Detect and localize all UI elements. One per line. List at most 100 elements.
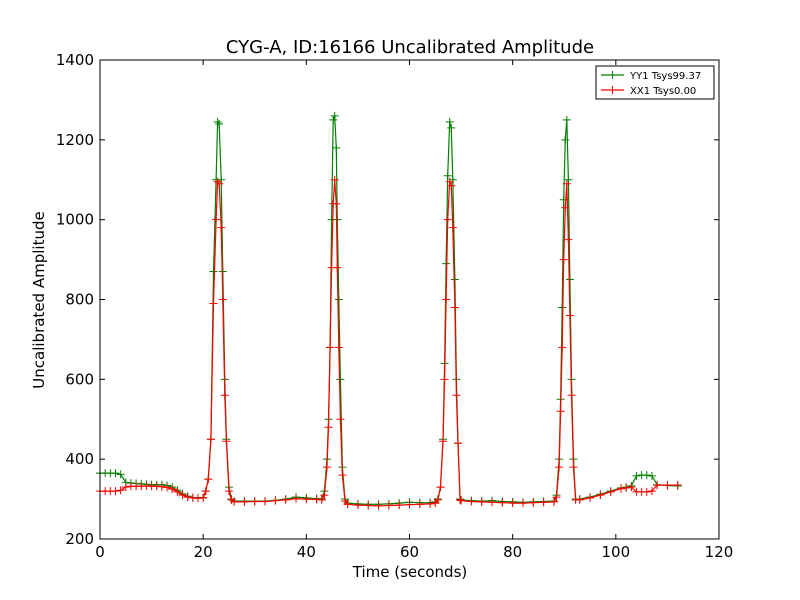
- legend: YY1 Tsys99.37 XX1 Tsys0.00: [595, 65, 715, 100]
- data-point: [508, 499, 517, 508]
- data-point: [218, 295, 227, 304]
- data-point: [336, 415, 345, 424]
- data-point: [173, 487, 182, 496]
- data-point: [334, 343, 343, 352]
- data-point: [596, 491, 605, 500]
- data-point: [178, 491, 187, 500]
- data-point: [199, 493, 208, 502]
- x-tick-label: 0: [95, 543, 105, 561]
- x-tick-label: 80: [503, 543, 522, 561]
- data-point: [627, 483, 636, 492]
- data-point: [442, 295, 451, 304]
- data-point: [453, 439, 462, 448]
- data-point: [292, 494, 301, 503]
- data-point: [206, 435, 215, 444]
- data-point: [212, 215, 221, 224]
- y-tick-label: 200: [65, 530, 94, 548]
- data-point: [116, 486, 125, 495]
- series-line: [100, 179, 678, 507]
- data-point: [436, 483, 445, 492]
- legend-item-1: YY1 Tsys99.37: [601, 71, 701, 82]
- data-point: [271, 496, 280, 505]
- data-point: [647, 471, 656, 480]
- data-point: [445, 177, 454, 186]
- data-point: [121, 483, 130, 492]
- data-point: [215, 179, 224, 188]
- data-point: [606, 487, 615, 496]
- data-point: [213, 117, 222, 126]
- data-point: [217, 175, 226, 184]
- data-point: [439, 437, 448, 446]
- data-point: [443, 171, 452, 180]
- data-point: [111, 487, 120, 496]
- data-point: [447, 181, 456, 190]
- data-point: [320, 491, 329, 500]
- data-point: [322, 463, 331, 472]
- legend-label: YY1 Tsys99.37: [629, 71, 701, 82]
- data-point: [456, 495, 465, 504]
- y-tick-label: 1000: [56, 211, 94, 229]
- data-point: [440, 375, 449, 384]
- data-point: [558, 303, 567, 312]
- chart-title: CYG-A, ID:16166 Uncalibrated Amplitude: [226, 37, 594, 58]
- data-point: [261, 497, 270, 506]
- legend-marker: [608, 86, 617, 94]
- data-point: [565, 275, 574, 284]
- legend-box: [595, 65, 715, 100]
- data-point: [559, 255, 568, 264]
- data-point: [338, 471, 347, 480]
- data-point: [477, 497, 486, 506]
- data-point: [183, 493, 192, 502]
- y-tick-label: 400: [65, 450, 94, 468]
- y-tick-label: 1400: [56, 51, 94, 69]
- data-point: [111, 469, 120, 478]
- legend-item-2: XX1 Tsys0.00: [601, 86, 696, 97]
- data-point: [555, 463, 564, 472]
- data-point: [168, 485, 177, 494]
- data-point: [498, 498, 507, 507]
- y-tick-label: 800: [65, 291, 94, 309]
- data-point: [364, 501, 373, 510]
- data-point: [586, 493, 595, 502]
- x-tick-label: 40: [297, 543, 316, 561]
- data-point: [575, 495, 584, 504]
- data-point: [281, 495, 290, 504]
- x-tick-label: 60: [400, 543, 419, 561]
- x-tick-label: 20: [194, 543, 213, 561]
- data-point: [217, 223, 226, 232]
- data-point: [457, 496, 466, 505]
- data-point: [653, 481, 662, 490]
- data-point: [556, 407, 565, 416]
- data-point: [317, 495, 326, 504]
- data-point: [332, 143, 341, 152]
- data-point: [333, 263, 342, 272]
- data-point: [395, 501, 404, 510]
- data-point: [426, 499, 435, 508]
- data-point: [562, 115, 571, 124]
- data-point: [647, 487, 656, 496]
- data-point: [204, 475, 213, 484]
- data-point: [549, 497, 558, 506]
- x-tick-label: 120: [705, 543, 734, 561]
- data-point: [567, 391, 576, 400]
- data-point: [224, 487, 233, 496]
- y-tick-label: 1200: [56, 131, 94, 149]
- data-point: [250, 497, 259, 506]
- y-tick-label: 600: [65, 370, 94, 388]
- data-point: [445, 117, 454, 126]
- data-point: [642, 471, 651, 480]
- data-point: [564, 175, 573, 184]
- data-point: [336, 375, 345, 384]
- data-point: [564, 235, 573, 244]
- x-tick-label: 100: [602, 543, 631, 561]
- data-point: [558, 343, 567, 352]
- series-1: [96, 111, 682, 509]
- data-point: [447, 123, 456, 132]
- data-point: [467, 497, 476, 506]
- data-point: [562, 179, 571, 188]
- data-point: [448, 223, 457, 232]
- legend-label: XX1 Tsys0.00: [630, 86, 696, 97]
- data-point: [433, 495, 442, 504]
- data-point: [450, 275, 459, 284]
- series-layer: [96, 111, 682, 510]
